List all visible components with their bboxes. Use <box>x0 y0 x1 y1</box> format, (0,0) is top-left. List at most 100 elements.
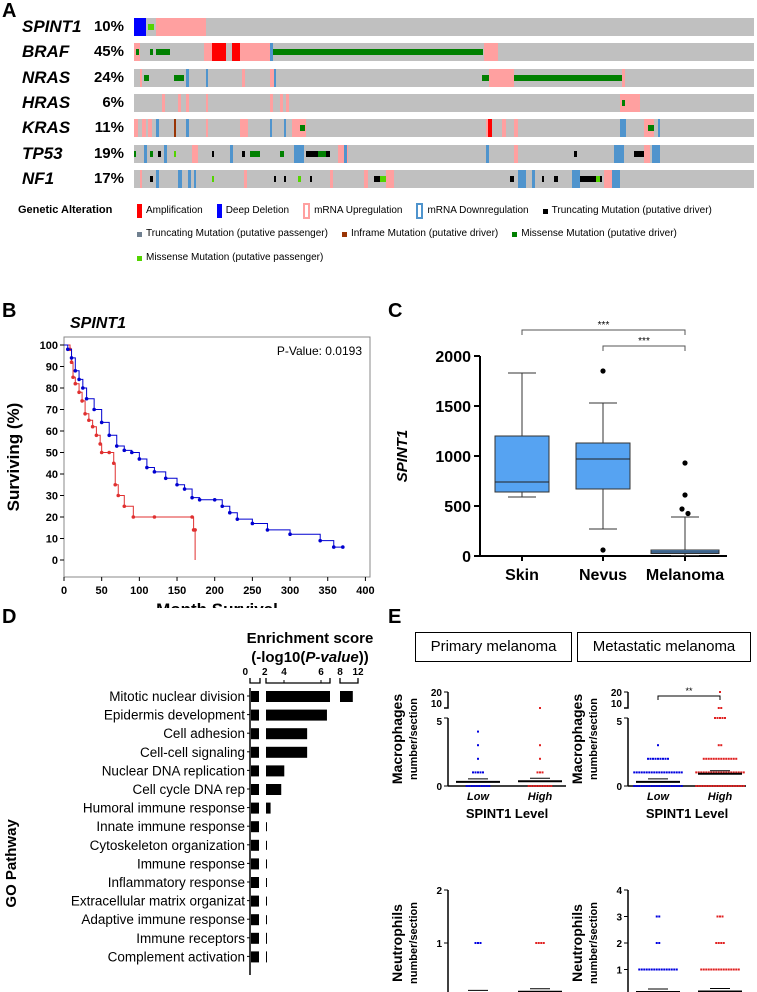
bar-segment-2 <box>266 746 308 758</box>
data-point <box>537 785 540 787</box>
censor-mark <box>114 444 119 448</box>
x-tick-label: 6 <box>318 667 324 678</box>
survival-chart: SPINT1 P-Value: 0.0193 0 10 20 30 40 50 60 70 80 90… <box>4 315 375 608</box>
censor-mark <box>77 377 81 382</box>
gene-pct-braf: 45% <box>93 43 124 61</box>
data-point <box>721 717 724 719</box>
x-tick-label: 350 <box>319 585 337 597</box>
alteration-mark <box>270 68 276 87</box>
alteration-mark <box>344 144 347 163</box>
censor-mark <box>331 545 336 549</box>
data-point <box>702 968 705 971</box>
alteration-mark <box>554 175 558 182</box>
alteration-mark <box>294 144 304 163</box>
group-title-primary: Primary melanoma <box>415 632 572 662</box>
category-label: Epidermis development <box>104 708 245 723</box>
data-point <box>673 771 676 774</box>
data-point <box>707 771 710 774</box>
data-point <box>465 785 468 787</box>
censor-mark <box>116 493 121 498</box>
gene-label-tp53: TP53 <box>22 143 63 163</box>
alteration-mark <box>186 68 189 87</box>
data-point <box>737 771 740 774</box>
data-point <box>477 757 479 760</box>
data-point <box>660 968 663 971</box>
data-point <box>472 771 474 774</box>
alteration-mark <box>284 119 286 138</box>
data-point <box>475 785 478 787</box>
bar-segment-1 <box>251 746 259 758</box>
legend-item: Missense Mutation (putative passenger) <box>137 251 323 265</box>
data-point <box>717 707 720 709</box>
alteration-mark <box>380 175 386 182</box>
alteration-mark <box>514 119 518 138</box>
alteration-mark <box>232 43 240 62</box>
alteration-mark <box>134 119 138 138</box>
data-point <box>722 771 725 774</box>
alteration-mark <box>144 144 147 163</box>
censor-mark <box>113 482 118 487</box>
bar-segment-1 <box>251 784 259 795</box>
alteration-mark <box>136 49 139 56</box>
data-point <box>717 771 720 774</box>
data-point <box>670 968 673 971</box>
p-value-annotation: P-Value: 0.0193 <box>277 344 362 358</box>
legend-label: Missense Mutation (putative driver) <box>521 228 677 239</box>
x-tick-label: 4 <box>281 667 287 678</box>
y-tick-label: 5 <box>436 717 442 728</box>
gene-pct-spint1: 10% <box>93 18 124 35</box>
data-point <box>643 785 646 787</box>
y-axis-sublabel: number/section <box>588 902 600 984</box>
x-tick-label: 0 <box>242 667 248 678</box>
bar-segment-3 <box>340 691 353 702</box>
bar-segment-1 <box>251 932 259 944</box>
data-point <box>740 785 743 787</box>
gene-pct-nras: 24% <box>93 68 124 86</box>
data-point <box>663 785 666 787</box>
data-point <box>663 968 666 971</box>
alteration-mark <box>292 119 306 138</box>
censor-mark <box>182 487 187 491</box>
y-tick-label: 70 <box>46 405 58 417</box>
alteration-mark <box>140 169 142 188</box>
alteration-mark <box>622 68 625 87</box>
data-point <box>545 785 548 787</box>
data-point <box>725 968 728 971</box>
data-point <box>658 942 661 944</box>
alteration-mark <box>250 150 260 157</box>
data-point <box>678 785 681 787</box>
data-point <box>719 691 721 693</box>
censor-mark <box>288 532 292 536</box>
legend-row-2: Truncating Mutation (putative passenger)… <box>137 227 677 241</box>
data-point <box>647 757 649 760</box>
legend-item: Deep Deletion <box>216 204 289 218</box>
gene-label-spint1: SPINT1 <box>22 17 82 36</box>
panel-label-e: E <box>388 606 402 628</box>
data-point <box>725 757 728 760</box>
data-point <box>732 785 735 787</box>
alteration-mark <box>280 150 284 157</box>
alteration-mark <box>178 93 181 112</box>
gene-pct-nf1: 17% <box>93 169 124 187</box>
legend-item: Amplification <box>137 204 203 218</box>
alteration-mark <box>140 68 142 87</box>
alteration-mark <box>142 119 146 138</box>
legend-item: Missense Mutation (putative driver) <box>512 227 677 241</box>
data-point <box>668 771 671 774</box>
censor-mark <box>190 515 194 519</box>
data-point <box>707 968 710 971</box>
alteration-mark <box>622 99 625 106</box>
data-point <box>468 785 471 787</box>
alteration-mark <box>634 150 646 157</box>
data-point <box>664 757 667 760</box>
censor-mark <box>250 521 255 526</box>
data-point <box>668 968 671 971</box>
alteration-mark <box>212 175 214 182</box>
alteration-mark <box>652 144 660 163</box>
y-tick-label: 500 <box>444 499 471 516</box>
bar-segment-2 <box>266 840 267 850</box>
legend-row-1: Amplification Deep Deletion mRNA Upregulat… <box>137 203 712 219</box>
alteration-mark <box>604 169 612 188</box>
data-point <box>665 968 668 971</box>
gene-track-nras <box>134 68 754 87</box>
